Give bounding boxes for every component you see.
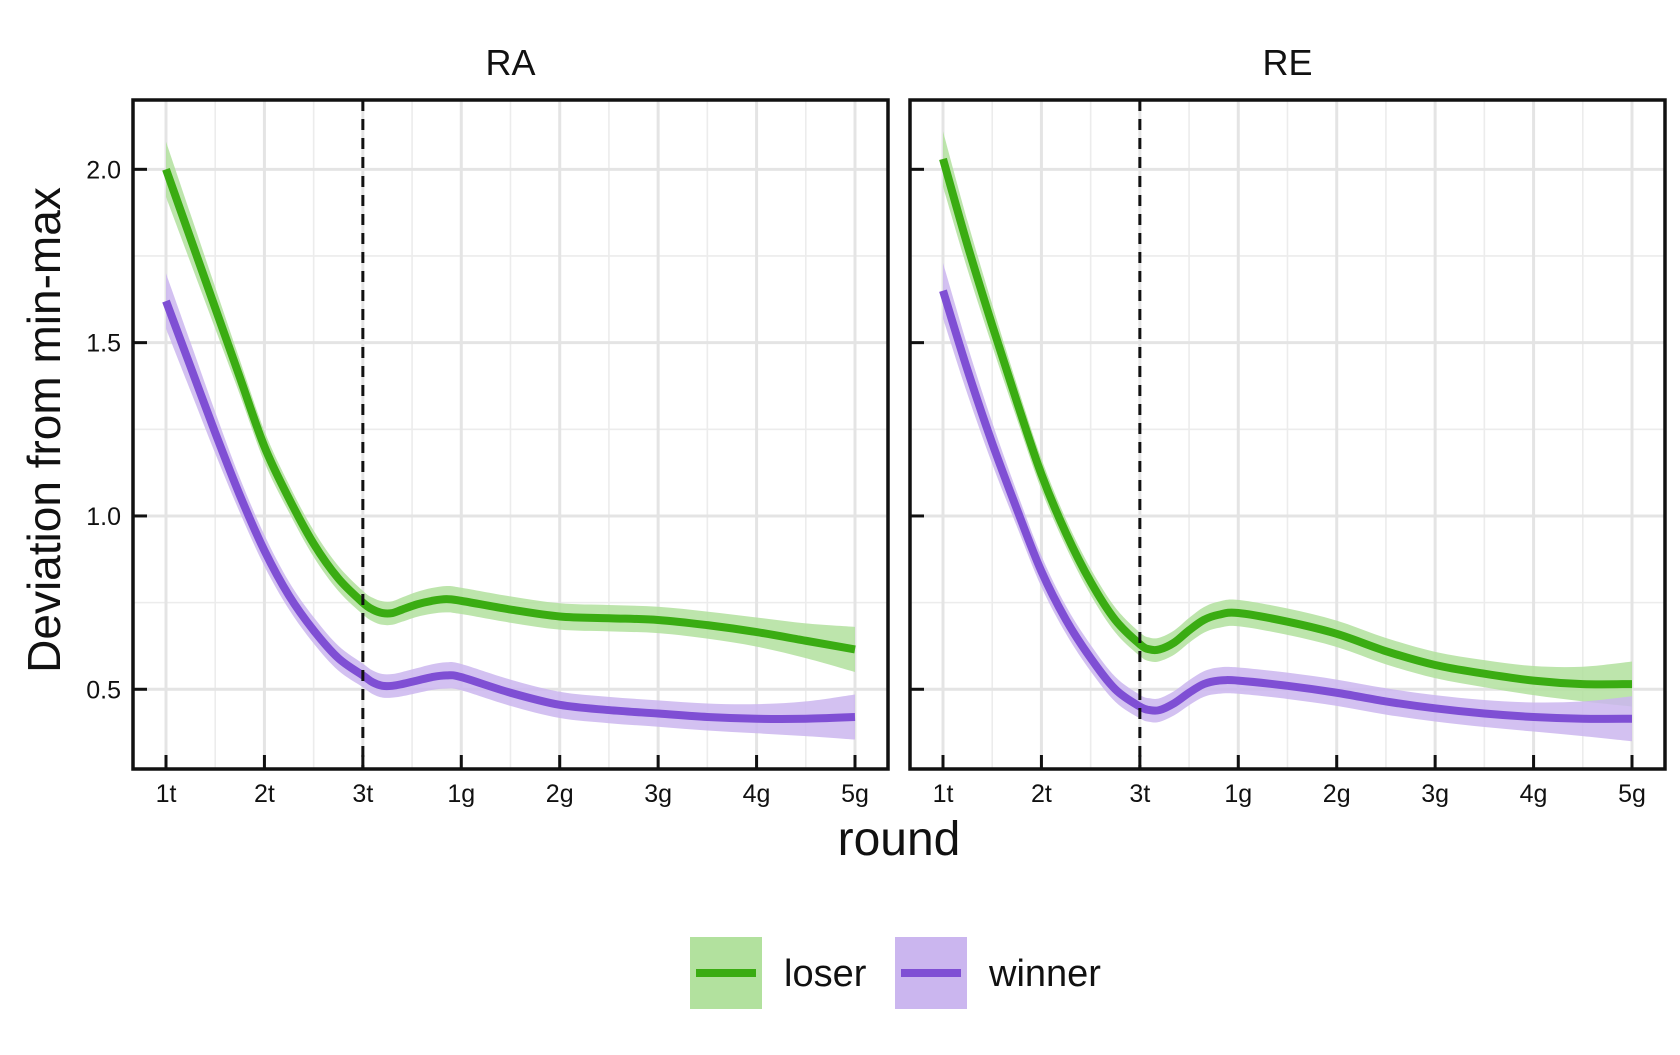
panel-border: [131, 98, 890, 771]
panel-title: RA: [485, 42, 535, 83]
plot-area: [162, 141, 856, 740]
panel-ra: RA 1t 2t 3t 1g 2g 3g 4g 5g 0.5 1.0 1.5 2.0: [86, 42, 890, 808]
series-line-loser: [162, 167, 856, 654]
panel-re: RE 1t 2t 3t 1g 2g 3g 4g 5g: [908, 42, 1667, 808]
x-tick-label: 3g: [1421, 780, 1449, 808]
y-tick-label: 2.0: [86, 156, 121, 184]
legend-item-winner: winner: [895, 937, 1101, 1009]
series-line-winner: [162, 299, 856, 723]
x-tick-label: 1t: [933, 780, 954, 808]
series-line-winner: [939, 289, 1633, 723]
legend-label-winner: winner: [988, 953, 1101, 995]
plot-area: [939, 131, 1633, 742]
x-tick-label: 1g: [1224, 780, 1252, 808]
y-tick-label: 1.5: [86, 330, 121, 358]
x-axis-title: round: [838, 813, 961, 866]
x-tick-label: 1g: [447, 780, 475, 808]
panel-title: RE: [1262, 42, 1312, 83]
x-tick-label: 4g: [1520, 780, 1548, 808]
x-tick-label: 5g: [841, 780, 869, 808]
x-tick-label: 2g: [1323, 780, 1351, 808]
x-tick-label: 2t: [254, 780, 275, 808]
x-tick-label: 4g: [743, 780, 771, 808]
x-tick-label: 3g: [644, 780, 672, 808]
legend-label-loser: loser: [784, 953, 867, 995]
y-axis-title: Deviation from min-max: [18, 187, 70, 673]
y-tick-label: 0.5: [86, 676, 121, 704]
panels-layer: RA 1t 2t 3t 1g 2g 3g 4g 5g 0.5 1.0 1.5 2.0 RE 1t 2t 3t 1g…: [86, 42, 1667, 808]
y-tick-label: 1.0: [86, 503, 121, 531]
x-tick-label: 1t: [156, 780, 177, 808]
x-tick-label: 5g: [1618, 780, 1646, 808]
x-tick-label: 3t: [1129, 780, 1150, 808]
panel-border: [908, 98, 1667, 771]
series-line-loser: [939, 157, 1633, 689]
x-tick-label: 2t: [1031, 780, 1052, 808]
x-tick-label: 2g: [546, 780, 574, 808]
legend-item-loser: loser: [690, 937, 867, 1009]
legend: loser winner: [690, 937, 1101, 1009]
x-tick-label: 3t: [352, 780, 373, 808]
